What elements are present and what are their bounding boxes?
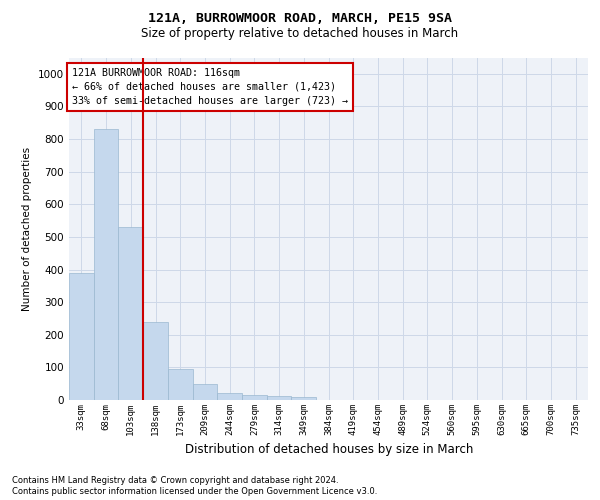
Bar: [292, 398, 316, 400]
Bar: [118, 227, 143, 400]
Bar: [94, 130, 118, 400]
Bar: [193, 384, 217, 400]
Bar: [143, 322, 168, 400]
Text: Contains HM Land Registry data © Crown copyright and database right 2024.: Contains HM Land Registry data © Crown c…: [12, 476, 338, 485]
Text: Contains public sector information licensed under the Open Government Licence v3: Contains public sector information licen…: [12, 487, 377, 496]
Text: 121A BURROWMOOR ROAD: 116sqm
← 66% of detached houses are smaller (1,423)
33% of: 121A BURROWMOOR ROAD: 116sqm ← 66% of de…: [71, 68, 347, 106]
Text: 121A, BURROWMOOR ROAD, MARCH, PE15 9SA: 121A, BURROWMOOR ROAD, MARCH, PE15 9SA: [148, 12, 452, 26]
Bar: [267, 396, 292, 400]
Bar: [69, 273, 94, 400]
Text: Size of property relative to detached houses in March: Size of property relative to detached ho…: [142, 28, 458, 40]
Bar: [168, 369, 193, 400]
Bar: [217, 394, 242, 400]
Y-axis label: Number of detached properties: Number of detached properties: [22, 146, 32, 311]
Bar: [242, 395, 267, 400]
Text: Distribution of detached houses by size in March: Distribution of detached houses by size …: [185, 442, 473, 456]
